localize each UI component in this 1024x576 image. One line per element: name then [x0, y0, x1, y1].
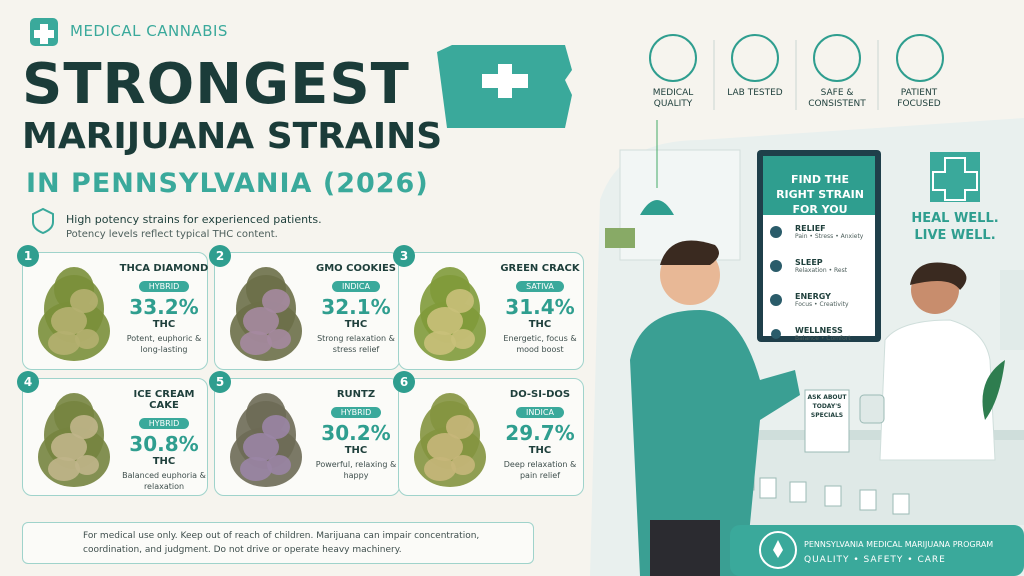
strain-type: INDICA [516, 407, 564, 418]
feature-label: SAFE & CONSISTENT [808, 88, 866, 109]
badge: MEDICAL CANNABIS [70, 22, 228, 40]
bud-image [230, 393, 302, 487]
rank-badge: 1 [17, 245, 39, 267]
thc-unit: THC [344, 445, 368, 456]
thc-value: 33.2% [129, 295, 199, 319]
sign-item-detail: Focus • Creativity [795, 301, 849, 308]
strain-description: Powerful, relaxing & happy [315, 460, 397, 480]
strain-type: HYBRID [138, 418, 190, 429]
thc-unit: THC [528, 319, 552, 330]
strain-description: Potent, euphoric & long-lasting [126, 334, 202, 354]
rank-badge: 3 [393, 245, 415, 267]
sign-item-detail: Balance • Comfort [795, 335, 851, 342]
strain-type: SATIVA [516, 281, 564, 292]
subtitle: IN PENNSYLVANIA (2026) [26, 168, 429, 199]
bud-image [38, 267, 110, 361]
sign-item-label: RELIEF [795, 224, 826, 233]
bud-image [38, 393, 110, 487]
sign-item-label: SLEEP [795, 258, 823, 267]
rank-badge: 5 [209, 371, 231, 393]
feature-label: LAB TESTED [727, 88, 783, 98]
bud-image [230, 267, 302, 361]
sign-item: RELIEF Pain • Stress • Anxiety [795, 224, 863, 240]
strain-info: ICE CREAM CAKE HYBRID 30.8% THC Balanced eup… [119, 389, 209, 492]
thc-value: 30.2% [321, 421, 391, 445]
footer-tagline: QUALITY • SAFETY • CARE [804, 555, 946, 565]
rank-badge: 2 [209, 245, 231, 267]
thc-unit: THC [528, 445, 552, 456]
strain-name: GMO COOKIES [316, 263, 396, 274]
strain-info: GMO COOKIES INDICA 32.1% THC Strong relaxati… [311, 263, 401, 355]
strain-type: INDICA [332, 281, 380, 292]
thc-unit: THC [152, 319, 176, 330]
strain-name: RUNTZ [336, 389, 376, 400]
strain-info: DO-SI-DOS INDICA 29.7% THC Deep relaxation &… [495, 389, 585, 481]
strain-type: HYBRID [138, 281, 190, 292]
bud-image [414, 393, 486, 487]
sign-item-detail: Pain • Stress • Anxiety [795, 233, 864, 240]
strain-info: THCA DIAMOND HYBRID 33.2% THC Potent, euphor… [119, 263, 209, 355]
sign-item-label: ENERGY [795, 292, 831, 301]
strain-card: 3 GREEN CRACK SATIVA 31.4% THC Energetic, foc… [393, 245, 585, 370]
warning-text: For medical use only. Keep out of reach … [83, 531, 480, 555]
strain-description: Balanced euphoria & relaxation [122, 471, 206, 491]
strain-card: 6 DO-SI-DOS INDICA 29.7% THC Deep relaxation … [393, 371, 585, 496]
wall-slogan: HEAL WELL. LIVE WELL. [911, 211, 999, 243]
bud-image [414, 267, 486, 361]
strain-description: Strong relaxation & stress relief [317, 334, 395, 354]
sign-item: ENERGY Focus • Creativity [795, 292, 849, 308]
thc-unit: THC [152, 456, 176, 467]
strain-description: Deep relaxation & pain relief [503, 460, 577, 480]
thc-value: 31.4% [505, 295, 575, 319]
feature-label: PATIENT FOCUSED [897, 88, 941, 109]
thc-value: 29.7% [505, 421, 575, 445]
strain-card: 1 THCA DIAMOND HYBRID 33.2% THC Potent, eupho… [17, 245, 209, 370]
rank-badge: 6 [393, 371, 415, 393]
sign-item-label: WELLNESS [795, 326, 843, 335]
strain-card: 4 ICE CREAM CAKE HYBRID 30.8% THC Balanced eu… [17, 371, 209, 496]
strain-name: DO-SI-DOS [509, 389, 571, 400]
sign-item-detail: Relaxation • Rest [795, 267, 848, 274]
warning-box: For medical use only. Keep out of reach … [22, 522, 534, 564]
title: MARIJUANA STRAINS [22, 116, 443, 157]
intro-note: Potency levels reflect typical THC conte… [66, 229, 278, 240]
title: STRONGEST [22, 52, 410, 117]
strain-name: ICE CREAM CAKE [133, 389, 195, 411]
feature-label: MEDICAL QUALITY [652, 88, 694, 109]
rank-badge: 4 [17, 371, 39, 393]
strain-type: HYBRID [330, 407, 382, 418]
strain-name: THCA DIAMOND [119, 263, 209, 274]
strain-card: 5 RUNTZ HYBRID 30.2% THC Powerful, relaxing &… [209, 371, 401, 496]
sign-title: FIND THE RIGHT STRAIN FOR YOU [776, 173, 864, 216]
strain-info: RUNTZ HYBRID 30.2% THC Powerful, relaxing & … [311, 389, 401, 481]
strain-info: GREEN CRACK SATIVA 31.4% THC Energetic, focu… [495, 263, 585, 355]
sign-item: SLEEP Relaxation • Rest [795, 258, 847, 274]
thc-value: 32.1% [321, 295, 391, 319]
thc-unit: THC [344, 319, 368, 330]
counter-sign: ASK ABOUT TODAY'S SPECIALS [807, 394, 847, 419]
intro-text: High potency strains for experienced pat… [66, 213, 322, 226]
strain-description: Energetic, focus & mood boost [503, 334, 577, 354]
footer-program: PENNSYLVANIA MEDICAL MARIJUANA PROGRAM [804, 540, 994, 549]
strain-name: GREEN CRACK [500, 263, 580, 274]
sign-item: WELLNESS Balance • Comfort [795, 326, 851, 342]
strain-card: 2 GMO COOKIES INDICA 32.1% THC Strong relaxat… [209, 245, 401, 370]
thc-value: 30.8% [129, 432, 199, 456]
